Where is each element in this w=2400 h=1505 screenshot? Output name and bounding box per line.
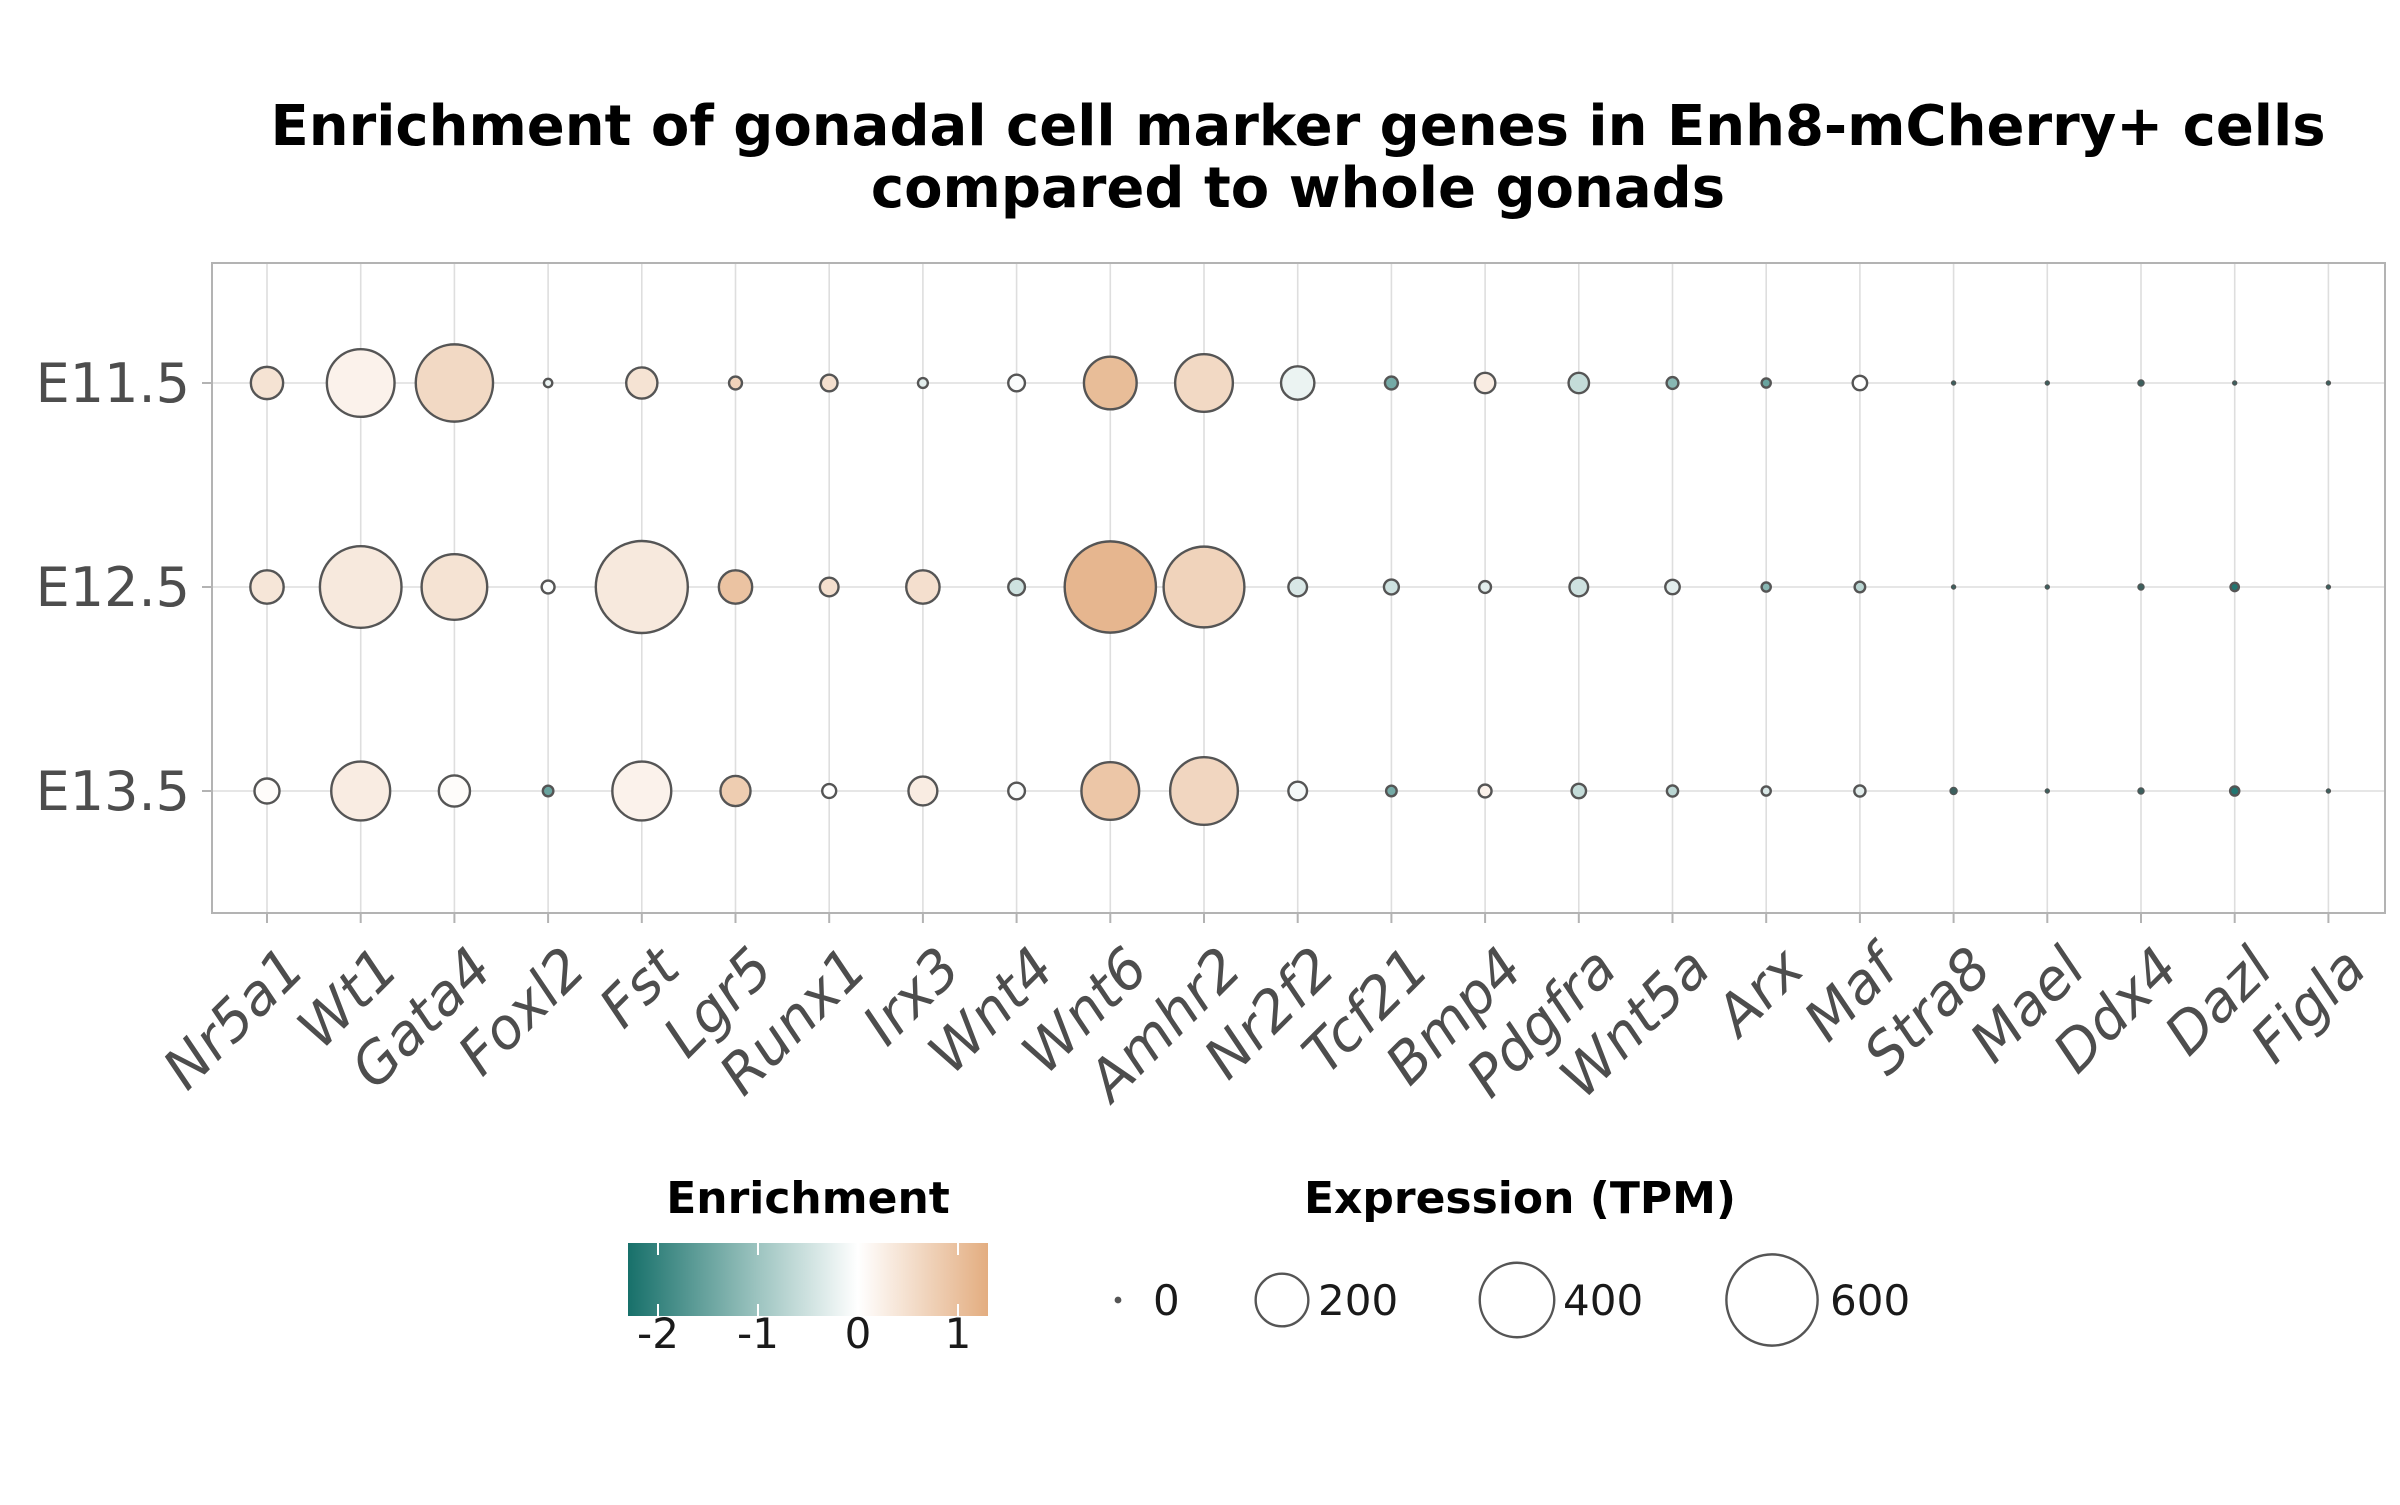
point-dazl-e13-5	[2228, 785, 2241, 797]
point-fst-e13-5	[611, 760, 673, 822]
point-stra8-e13-5	[1949, 786, 1958, 796]
point-figla-e12-5	[2325, 584, 2332, 590]
size-key-label: 200	[1318, 1276, 1398, 1325]
y-tick-label: E12.5	[36, 556, 190, 619]
point-bmp4-e11-5	[1473, 371, 1497, 395]
point-wt1-e11-5	[325, 347, 396, 419]
point-ddx4-e12-5	[2137, 583, 2145, 591]
point-amhr2-e12-5	[1162, 545, 1246, 629]
point-figla-e13-5	[2325, 788, 2332, 794]
enrichment-legend-title: Enrichment	[666, 1173, 950, 1224]
point-lgr5-e13-5	[719, 774, 752, 808]
point-wt1-e13-5	[330, 760, 392, 822]
point-tcf21-e11-5	[1383, 375, 1400, 391]
y-axis-ticks: E11.5 E12.5 E13.5	[36, 352, 212, 823]
point-figla-e11-5	[2325, 380, 2332, 386]
point-lgr5-e11-5	[727, 375, 744, 391]
size-key-circle-400	[1478, 1261, 1556, 1339]
size-key-label: 400	[1563, 1276, 1643, 1325]
y-tick-label: E11.5	[36, 352, 190, 415]
point-gata4-e11-5	[414, 343, 495, 423]
point-bmp4-e12-5	[1478, 579, 1493, 595]
colorbar-tick-label: -2	[637, 1309, 679, 1358]
point-wnt4-e13-5	[1007, 781, 1027, 801]
size-key-circle-200	[1254, 1272, 1310, 1328]
point-fst-e11-5	[625, 366, 659, 400]
point-gata4-e13-5	[437, 774, 472, 808]
point-gata4-e12-5	[420, 553, 489, 621]
point-tcf21-e12-5	[1382, 578, 1401, 596]
point-wnt5a-e12-5	[1664, 578, 1681, 596]
point-fst-e12-5	[594, 539, 689, 635]
y-tick-label: E13.5	[36, 760, 190, 823]
point-wnt4-e11-5	[1007, 373, 1027, 393]
point-wnt5a-e11-5	[1665, 375, 1680, 391]
point-maf-e13-5	[1853, 784, 1867, 798]
point-wnt6-e13-5	[1080, 760, 1141, 822]
size-key-label: 600	[1830, 1276, 1910, 1325]
point-irx3-e11-5	[916, 376, 930, 390]
colorbar-tick-label: 0	[845, 1309, 872, 1358]
colorbar-tick-label: -1	[737, 1309, 779, 1358]
point-nr2f2-e12-5	[1287, 576, 1309, 598]
size-key-circle-600	[1725, 1253, 1819, 1347]
point-nr5a1-e11-5	[249, 365, 285, 401]
point-amhr2-e11-5	[1173, 352, 1235, 414]
title-line-2: compared to whole gonads	[871, 156, 1725, 221]
point-nr5a1-e13-5	[253, 777, 281, 805]
point-amhr2-e13-5	[1168, 755, 1240, 827]
point-mael-e11-5	[2044, 380, 2051, 386]
point-foxl2-e12-5	[540, 579, 556, 595]
point-runx1-e13-5	[821, 782, 838, 800]
point-arx-e11-5	[1760, 377, 1772, 389]
point-foxl2-e11-5	[542, 377, 554, 389]
point-mael-e12-5	[2044, 584, 2051, 590]
expression-legend-title: Expression (TPM)	[1304, 1173, 1736, 1224]
point-arx-e12-5	[1760, 581, 1772, 593]
point-pdgfra-e13-5	[1570, 782, 1588, 800]
point-lgr5-e12-5	[717, 569, 754, 605]
point-wnt5a-e13-5	[1665, 784, 1680, 798]
point-irx3-e13-5	[907, 775, 939, 807]
point-stra8-e12-5	[1950, 584, 1957, 590]
point-wnt4-e12-5	[1007, 577, 1027, 597]
data-points	[249, 343, 2332, 827]
point-stra8-e11-5	[1950, 380, 1957, 386]
size-key-label: 0	[1153, 1276, 1180, 1325]
point-pdgfra-e11-5	[1567, 371, 1591, 395]
point-wnt6-e11-5	[1082, 355, 1138, 411]
point-runx1-e11-5	[819, 373, 839, 393]
point-dazl-e11-5	[2232, 380, 2238, 386]
x-axis-ticks: Nr5a1Wt1Gata4Foxl2FstLgr5Runx1Irx3Wnt4Wn…	[151, 913, 2379, 1116]
point-mael-e13-5	[2044, 788, 2051, 794]
point-nr2f2-e11-5	[1279, 365, 1316, 401]
point-maf-e11-5	[1851, 374, 1869, 392]
colorbar-tick-label: 1	[945, 1309, 972, 1358]
point-foxl2-e13-5	[541, 784, 555, 798]
chart-title: Enrichment of gonadal cell marker genes …	[270, 94, 2325, 221]
point-bmp4-e13-5	[1477, 783, 1493, 799]
point-runx1-e12-5	[818, 576, 840, 598]
point-arx-e13-5	[1760, 785, 1772, 797]
point-nr2f2-e13-5	[1287, 780, 1309, 802]
point-dazl-e12-5	[2229, 581, 2241, 593]
point-ddx4-e13-5	[2137, 787, 2145, 795]
point-irx3-e12-5	[905, 569, 941, 605]
enrichment-legend: Enrichment -2 -1 0 1	[628, 1173, 988, 1358]
point-nr5a1-e12-5	[249, 569, 285, 605]
point-ddx4-e11-5	[2137, 379, 2145, 387]
size-key-circle-0	[1114, 1296, 1122, 1304]
point-wnt6-e12-5	[1063, 540, 1158, 634]
enrichment-colorbar	[628, 1243, 988, 1316]
expression-size-legend: Expression (TPM) 0 200 400 600	[1114, 1173, 1910, 1347]
point-wt1-e12-5	[318, 544, 403, 630]
x-tick-label-arx: Arx	[1702, 935, 1817, 1050]
point-pdgfra-e12-5	[1568, 576, 1590, 598]
title-line-1: Enrichment of gonadal cell marker genes …	[270, 94, 2325, 159]
point-tcf21-e13-5	[1384, 784, 1398, 798]
point-maf-e12-5	[1853, 580, 1867, 594]
